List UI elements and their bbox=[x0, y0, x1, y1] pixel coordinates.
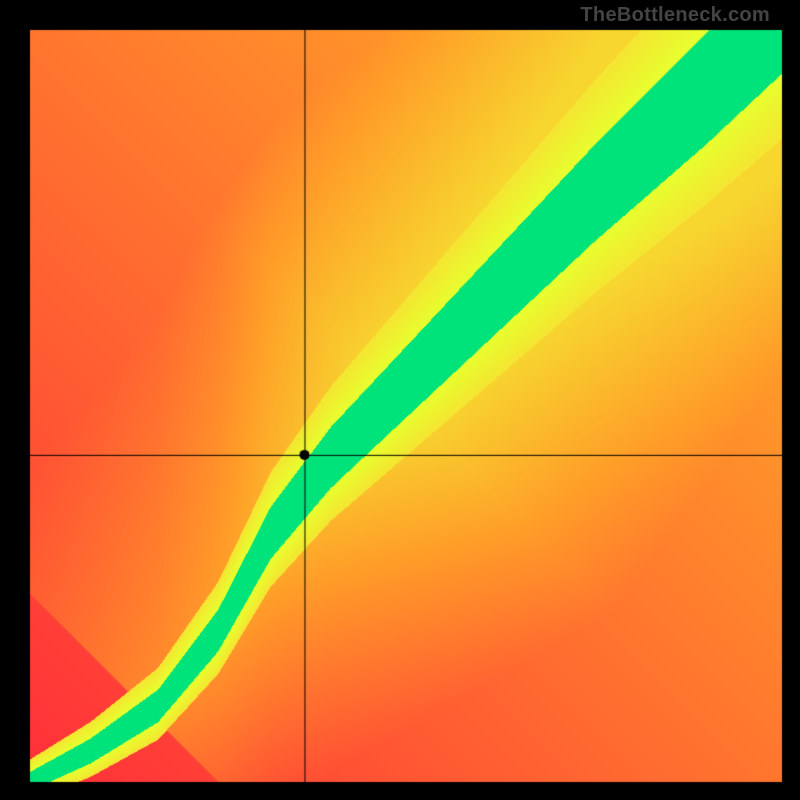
chart-container: TheBottleneck.com bbox=[0, 0, 800, 800]
bottleneck-heatmap bbox=[0, 0, 800, 800]
watermark-text: TheBottleneck.com bbox=[580, 4, 770, 27]
